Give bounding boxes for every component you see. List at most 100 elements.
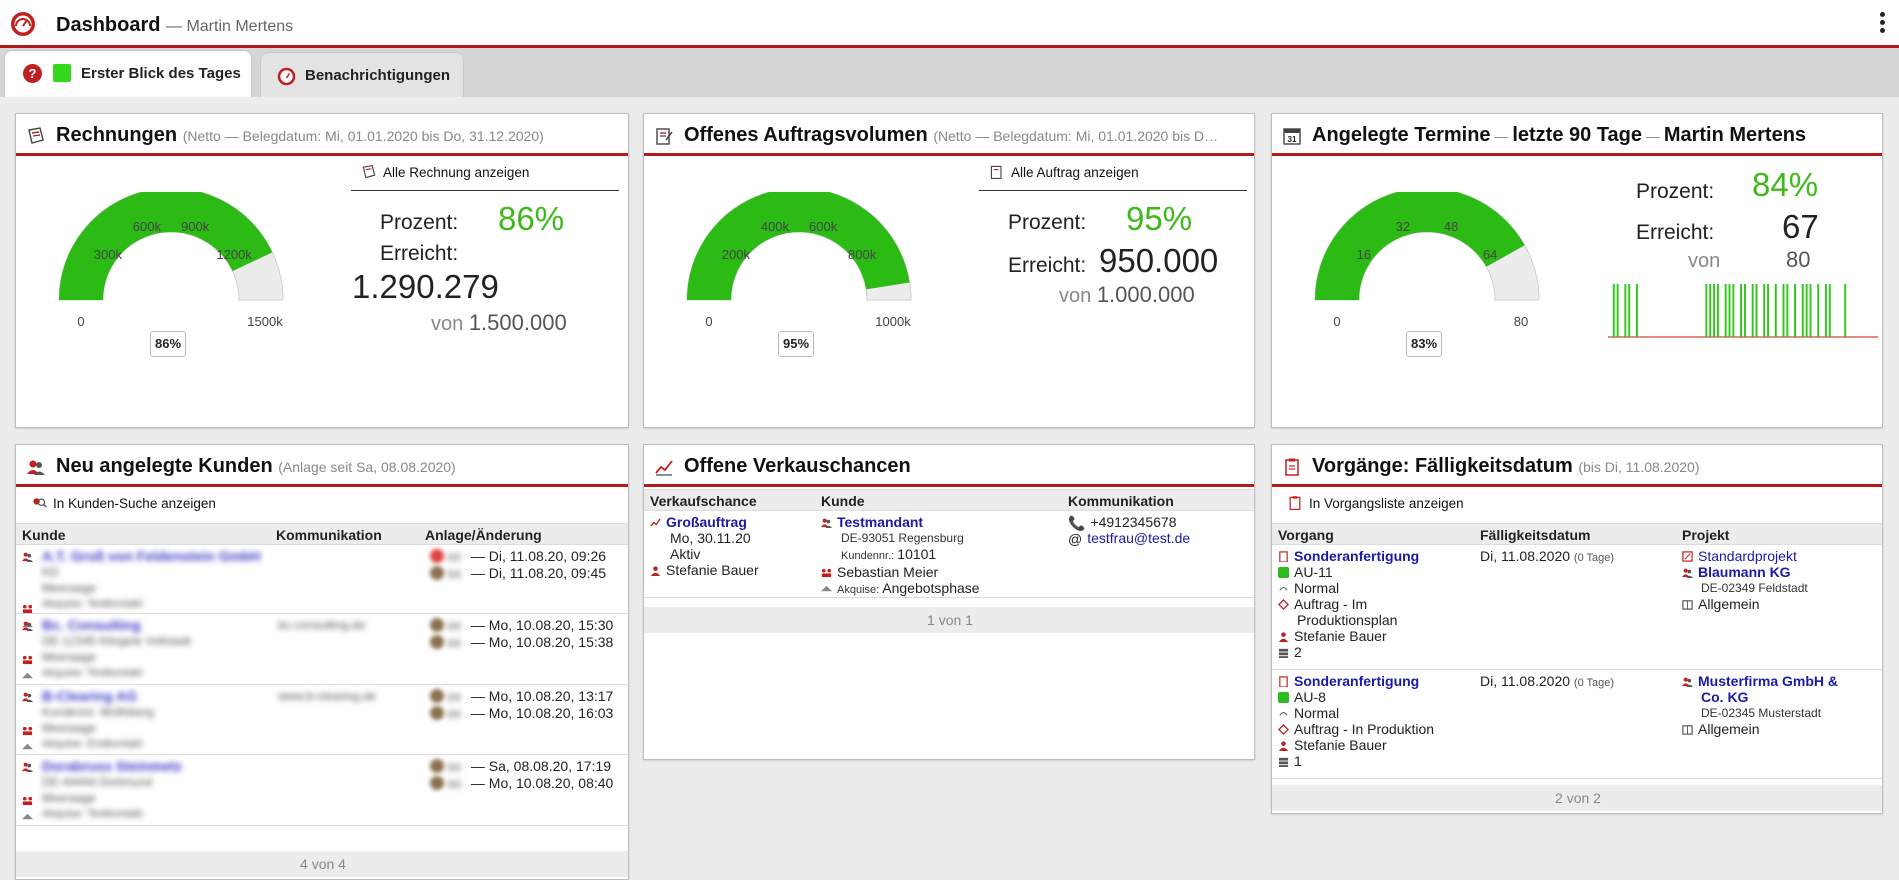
blurred-user: xx — [447, 775, 461, 791]
sparkline-bar — [1824, 284, 1827, 337]
col-kunde: Kunde — [22, 527, 66, 543]
kunde-name[interactable]: Testmandant — [837, 514, 924, 530]
alle-rechnung-link[interactable]: Alle Rechnung anzeigen — [361, 164, 529, 180]
table-row[interactable]: Großauftrag Mo, 30.11.20 Aktiv Stefanie … — [644, 512, 1254, 598]
sparkline-bar — [1828, 284, 1831, 337]
table-row[interactable]: A.T. Groß von Feldenstein GmbH KD Meeraa… — [16, 546, 628, 628]
due-days: (0 Tage) — [1573, 552, 1615, 564]
table-row[interactable]: Sonderanfertigung AU-11 Normal Auftrag -… — [1272, 546, 1882, 670]
project-icon — [1682, 551, 1693, 562]
contacts-icon — [22, 655, 33, 665]
kunde-name[interactable]: A.T. Groß von Feldenstein GmbH — [42, 548, 261, 564]
help-icon[interactable]: ? — [23, 64, 42, 83]
sparkline-bar — [1805, 284, 1808, 337]
changed-date: — Mo, 10.08.20, 15:38 — [470, 634, 614, 650]
von-label: von — [1688, 250, 1721, 272]
kunde-line3: Meeraage — [42, 791, 97, 805]
kunde-web-link[interactable]: www.b-clearing.de — [278, 689, 377, 703]
user-avatar — [430, 776, 444, 790]
customer-icon — [1682, 568, 1693, 578]
projekt-kategorie: Allgemein — [1698, 721, 1760, 737]
projekt-ort: DE-02349 Feldstadt — [1701, 581, 1808, 595]
vorgang-name[interactable]: Sonderanfertigung — [1294, 673, 1420, 689]
table-row[interactable]: B-Clearing AG Kundennr. Wolfsberg Meeraa… — [16, 686, 628, 755]
kunde-info: Dorabruss Steinmetz DE-44444 Dortmund Me… — [42, 758, 182, 822]
projekt-kunde[interactable]: Musterfirma GmbH & — [1698, 673, 1839, 689]
blurred-user: xx — [447, 758, 461, 774]
kunden-suche-link[interactable]: In Kunden-Suche anzeigen — [31, 495, 216, 511]
kunde-icons — [22, 688, 38, 754]
user-avatar — [430, 618, 444, 632]
created-date: — Sa, 08.08.20, 17:19 — [470, 758, 611, 774]
col-verkaufschance: Verkaufschance — [650, 493, 757, 509]
von-label: von — [431, 313, 464, 335]
changed-date: — Mo, 10.08.20, 16:03 — [470, 705, 614, 721]
table-row[interactable]: Sonderanfertigung AU-8 Normal Auftrag - … — [1272, 671, 1882, 779]
blurred-user: xx — [447, 617, 461, 633]
col-kommunikation: Kommunikation — [276, 527, 382, 543]
table-row[interactable]: Bc. Consulting DE-12345 Klingele Vollsta… — [16, 615, 628, 685]
gauge-tick-label: 1500k — [247, 314, 283, 329]
blurred-user: xx — [447, 688, 461, 704]
kundennr-label: Kundennr.: — [841, 550, 895, 562]
clipboard-icon — [1289, 496, 1301, 510]
kunde-line2: Kundennr. Wolfsberg — [42, 705, 154, 719]
sparkline-bar — [1844, 284, 1847, 337]
more-menu-icon[interactable] — [1877, 12, 1887, 36]
gauge-auftrag: 0 200k 400k 600k 800k 1000k — [686, 192, 912, 329]
tab-erster-blick[interactable]: ? Erster Blick des Tages — [4, 50, 252, 97]
panel-title: Offenes Auftragsvolumen (Netto — Belegda… — [684, 124, 1218, 147]
kunde-line3: Meeraage — [42, 581, 97, 595]
page-title: Dashboard — [56, 14, 161, 36]
sparkline-bar — [1713, 284, 1716, 337]
gauge-tick-label: 0 — [705, 314, 712, 329]
projekt-kunde-cont[interactable]: Co. KG — [1701, 689, 1749, 705]
gauge-tick-label: 1000k — [875, 314, 911, 329]
faelligkeit: Di, 11.08.2020 (0 Tage) — [1480, 548, 1614, 566]
prozent-value: 86% — [498, 200, 565, 237]
erreicht-value: 1.290.279 — [352, 268, 499, 305]
chance-name[interactable]: Großauftrag — [666, 514, 747, 530]
priority-icon — [1279, 586, 1288, 591]
sparkline-bar — [1728, 284, 1731, 337]
clipboard-icon — [1285, 458, 1299, 476]
kunde-line3: Meeraage — [42, 650, 97, 664]
invoice-icon — [28, 127, 44, 144]
blurred-user: xx — [447, 565, 461, 581]
email-link[interactable]: testfrau@test.de — [1087, 530, 1191, 546]
alle-auftrag-link[interactable]: Alle Auftrag anzeigen — [989, 164, 1139, 180]
kunde-web-link[interactable]: bc-consulting.de — [278, 618, 366, 632]
customer-icon — [22, 621, 33, 631]
gauge-tick-label: 48 — [1444, 219, 1458, 234]
kundennr-value: 10101 — [897, 546, 937, 562]
vorgangsliste-link[interactable]: In Vorgangsliste anzeigen — [1287, 495, 1464, 511]
vorgang-count: 1 — [1294, 753, 1302, 769]
kunde-name[interactable]: Bc. Consulting — [42, 617, 141, 633]
vorgang-name[interactable]: Sonderanfertigung — [1294, 548, 1420, 564]
divider — [979, 190, 1247, 191]
anlage-dates: xx — Di, 11.08.20, 09:26 xx — Di, 11.08.… — [430, 548, 606, 581]
gauge-tick-label: 800k — [848, 247, 877, 262]
tab-bar: ? Erster Blick des Tages Benachrichtigun… — [0, 48, 1899, 97]
anlage-dates: xx — Sa, 08.08.20, 17:19 xx — Mo, 10.08.… — [430, 758, 613, 791]
user-icon — [650, 566, 661, 576]
gauge-badge: 86% — [150, 331, 186, 357]
status-green-icon — [53, 64, 71, 82]
gauge-fill — [687, 192, 910, 300]
email-icon: @ — [1068, 531, 1083, 547]
projekt-kunde[interactable]: Blaumann KG — [1698, 564, 1791, 580]
due-days: (0 Tage) — [1573, 677, 1615, 689]
tab-benachrichtigungen[interactable]: Benachrichtigungen — [260, 52, 464, 97]
customer-icon — [22, 762, 33, 772]
kunde-icons — [22, 758, 38, 824]
projekt-name[interactable]: Standardprojekt — [1698, 548, 1797, 564]
link-label: In Vorgangsliste anzeigen — [1309, 496, 1464, 511]
kunde-kommunikation: www.b-clearing.de — [278, 688, 376, 704]
speedometer-icon — [277, 67, 296, 86]
kunde-name[interactable]: Dorabruss Steinmetz — [42, 758, 183, 774]
user-avatar — [430, 549, 444, 563]
kundennr: Kundennr.: 10101 — [821, 546, 980, 564]
table-row[interactable]: Dorabruss Steinmetz DE-44444 Dortmund Me… — [16, 756, 628, 826]
kunde-name[interactable]: B-Clearing AG — [42, 688, 138, 704]
phone-number[interactable]: +4912345678 — [1090, 514, 1177, 530]
